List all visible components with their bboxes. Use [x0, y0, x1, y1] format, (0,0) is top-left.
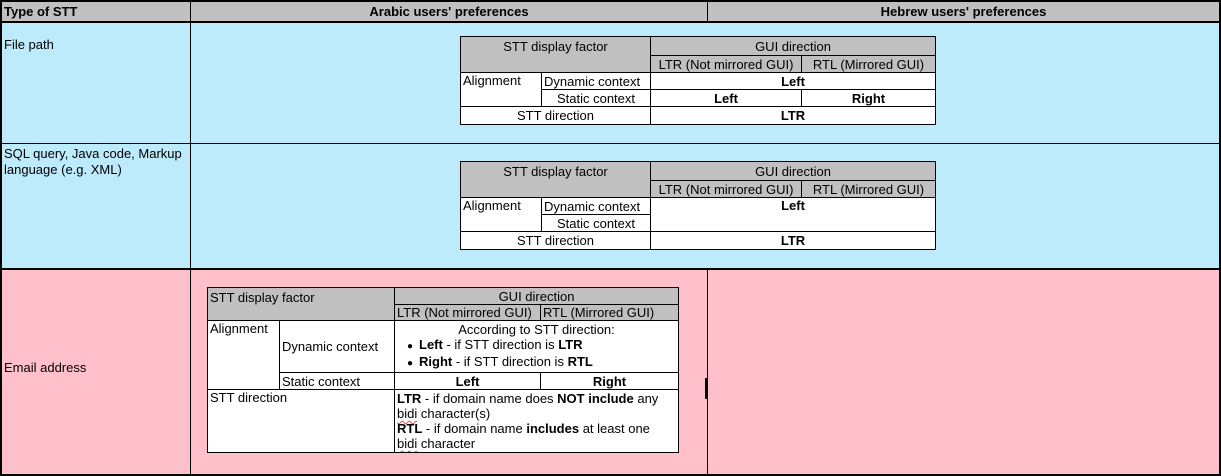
t3-value-stt-direction: LTR - if domain name does NOT include an…	[394, 389, 679, 453]
t3-bullet1-bold1: Left	[419, 337, 443, 352]
t3-sttdir-line-1: LTR - if domain name does NOT include an…	[397, 391, 676, 406]
t3-header-gui-direction: GUI direction	[394, 287, 679, 305]
t1-value-dynamic-alignment: Left	[650, 72, 936, 90]
t2-header-ltr-gui: LTR (Not mirrored GUI)	[650, 180, 802, 198]
t3-cell-alignment: Alignment	[207, 320, 280, 390]
bullet-icon: ●	[407, 341, 414, 352]
t3-sttdir-line-3: RTL - if domain name includes at least o…	[397, 421, 676, 436]
t3-cell-dynamic-context: Dynamic context	[279, 320, 395, 373]
t1-value-stt-direction: LTR	[650, 106, 936, 125]
t3-bullet2-bold1: Right	[419, 354, 453, 369]
t3-value-static-rtl: Right	[540, 372, 679, 390]
t1-cell-alignment: Alignment	[460, 72, 542, 107]
column-divider-arabic-hebrew-pink	[707, 268, 708, 476]
t2-header-rtl-gui: RTL (Mirrored GUI)	[801, 180, 936, 198]
t1-header-stt-display-factor: STT display factor	[460, 36, 651, 73]
column-header-type-of-stt: Type of STT	[4, 4, 78, 19]
t1-header-rtl-gui: RTL (Mirrored GUI)	[801, 55, 936, 73]
t3-sttdir-text: character(s)	[417, 406, 491, 421]
t3-bullet2-bold2: RTL	[567, 354, 593, 369]
t1-value-static-ltr: Left	[650, 89, 802, 107]
row-label-sql-java-markup: SQL query, Java code, Markup language (e…	[4, 146, 182, 177]
t1-header-gui-direction: GUI direction	[650, 36, 936, 56]
outer-border-top	[0, 0, 1221, 2]
t2-cell-dynamic-context: Dynamic context	[541, 197, 651, 215]
t3-bullet-line-2: ● Right - if STT direction is RTL	[396, 354, 678, 371]
t3-sttdir-text: - if domain name	[422, 421, 527, 436]
t1-cell-static-context: Static context	[541, 89, 651, 107]
outer-border-right	[1219, 0, 1221, 476]
t1-value-static-rtl: Right	[801, 89, 936, 107]
t3-sttdir-rtl: RTL	[397, 421, 423, 436]
t3-bullet1-bold2: LTR	[558, 337, 583, 352]
header-row-background	[0, 0, 1221, 23]
t3-sttdir-ltr: LTR	[397, 391, 422, 406]
t3-according-line: According to STT direction:	[458, 322, 615, 337]
t3-sttdir-not-include: NOT include	[557, 391, 634, 406]
t1-cell-stt-direction: STT direction	[460, 106, 651, 125]
header-divider	[0, 21, 1221, 23]
t3-sttdir-bidi-word: bidi	[397, 436, 418, 451]
t1-cell-dynamic-context: Dynamic context	[541, 72, 651, 90]
row-divider-1	[0, 143, 1221, 144]
t3-value-static-ltr: Left	[394, 372, 541, 390]
t3-sttdir-bidi-word: bidi	[397, 406, 418, 421]
t3-header-rtl-gui: RTL (Mirrored GUI)	[540, 304, 679, 321]
t2-header-gui-direction: GUI direction	[650, 161, 936, 181]
t3-bullet1-text: - if STT direction is	[442, 337, 559, 352]
row-label-file-path: File path	[4, 37, 54, 52]
column-divider-arabic-hebrew-header	[707, 0, 708, 23]
bullet-icon: ●	[407, 358, 414, 369]
t3-sttdir-includes: includes	[526, 421, 580, 436]
t3-header-ltr-gui: LTR (Not mirrored GUI)	[394, 304, 541, 321]
t2-cell-alignment: Alignment	[460, 197, 542, 232]
t3-bullet2-text: - if STT direction is	[452, 354, 568, 369]
t3-sttdir-text: any	[633, 391, 659, 406]
row-label-email-address: Email address	[4, 360, 87, 375]
t2-header-stt-display-factor: STT display factor	[460, 161, 651, 198]
t2-value-stt-direction: LTR	[650, 231, 936, 250]
column-header-hebrew-preferences: Hebrew users' preferences	[880, 4, 1047, 19]
file-path-preferences-table: STT display factor GUI direction LTR (No…	[460, 36, 936, 125]
sql-preferences-table: STT display factor GUI direction LTR (No…	[460, 161, 936, 250]
outer-border-left	[0, 0, 2, 476]
t3-header-stt-display-factor: STT display factor	[207, 287, 395, 321]
t3-bullet-line-1: ● Left - if STT direction is LTR	[396, 337, 678, 354]
t1-header-ltr-gui: LTR (Not mirrored GUI)	[650, 55, 802, 73]
text-cursor-mark	[705, 378, 708, 399]
t2-value-alignment: Left	[650, 197, 936, 232]
t3-cell-stt-direction: STT direction	[207, 389, 395, 453]
column-header-arabic-preferences: Arabic users' preferences	[369, 4, 529, 19]
t3-sttdir-text: - if domain name does	[421, 391, 558, 406]
t3-value-dynamic-alignment: According to STT direction: ● Left - if S…	[394, 320, 679, 373]
t3-sttdir-line-2: bidi character(s)	[397, 406, 676, 421]
email-preferences-table: STT display factor GUI direction LTR (No…	[207, 287, 679, 453]
t2-cell-stt-direction: STT direction	[460, 231, 651, 250]
t3-cell-static-context: Static context	[279, 372, 395, 390]
column-divider-type	[190, 0, 191, 476]
t3-sttdir-text: character	[417, 436, 476, 451]
row-divider-2	[0, 268, 1221, 270]
t3-sttdir-line-4: bidi character	[397, 436, 676, 451]
t2-cell-static-context: Static context	[541, 214, 651, 232]
t3-sttdir-text: at least one	[579, 421, 650, 436]
outer-border-bottom	[0, 474, 1221, 476]
